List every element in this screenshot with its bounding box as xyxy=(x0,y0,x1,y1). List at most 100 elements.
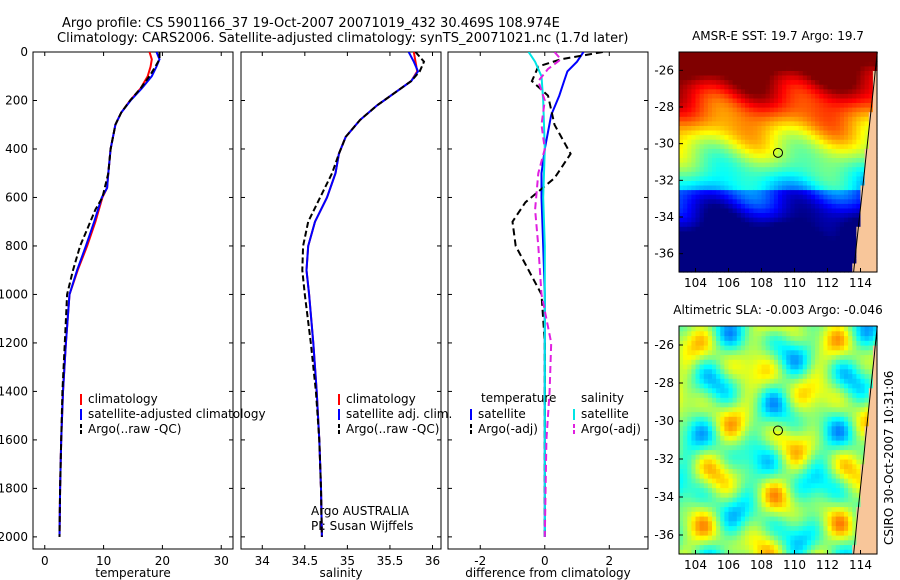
map-cell xyxy=(728,120,734,126)
map-cell xyxy=(683,212,688,218)
map-cell xyxy=(823,65,829,71)
map-cell xyxy=(823,459,829,465)
map-cell xyxy=(823,425,829,432)
map-cell xyxy=(823,378,829,384)
map-cell xyxy=(819,520,824,527)
map-cell xyxy=(736,340,742,346)
map-cell xyxy=(806,74,812,81)
map-cell xyxy=(811,129,816,136)
map-cell xyxy=(761,102,767,108)
map-cell xyxy=(765,111,771,117)
map-cell xyxy=(749,143,754,149)
map-cell xyxy=(806,116,812,122)
map-cell xyxy=(778,139,783,145)
map-cell xyxy=(848,249,853,255)
map-cell xyxy=(761,397,767,403)
map-cell xyxy=(860,267,866,273)
map-cell xyxy=(798,425,804,432)
salinity-xtick-label: 35 xyxy=(340,554,355,568)
map-cell xyxy=(740,378,746,384)
map-cell xyxy=(769,226,775,232)
map-cell xyxy=(782,473,787,479)
map-cell xyxy=(691,97,697,103)
map-cell xyxy=(778,162,783,168)
map-cell xyxy=(782,107,787,113)
map-cell xyxy=(782,516,787,522)
map-cell xyxy=(712,416,717,422)
map-cell xyxy=(732,93,738,99)
map-cell xyxy=(732,487,738,493)
map-cell xyxy=(839,93,845,99)
map-cell xyxy=(831,217,837,223)
map-cell xyxy=(852,387,857,394)
map-cell xyxy=(839,267,845,273)
map-cell xyxy=(757,148,763,154)
map-cell xyxy=(728,166,734,172)
map-cell xyxy=(683,52,688,58)
map-cell xyxy=(848,79,853,85)
map-cell xyxy=(683,207,688,213)
map-cell xyxy=(683,65,688,71)
map-cell xyxy=(806,530,812,536)
map-cell xyxy=(839,221,845,227)
map-cell xyxy=(687,454,692,460)
temperature-xtick-label: 0 xyxy=(41,554,49,568)
map-cell xyxy=(679,335,684,341)
map-cell xyxy=(707,463,713,470)
map-cell xyxy=(732,175,738,181)
map-cell xyxy=(790,392,796,398)
map-cell xyxy=(811,506,816,512)
difference-series-line xyxy=(534,52,563,537)
map-cell xyxy=(679,406,684,413)
map-cell xyxy=(852,152,857,158)
map-cell xyxy=(819,226,824,232)
map-cell xyxy=(872,125,878,131)
map-cell xyxy=(802,525,808,531)
map-cell xyxy=(753,530,758,536)
map-cell xyxy=(753,340,758,346)
map-cell xyxy=(872,506,878,512)
map-cell xyxy=(782,359,787,365)
map-cell xyxy=(823,93,829,99)
map-cell xyxy=(745,65,750,71)
map-cell xyxy=(819,162,824,168)
map-cell xyxy=(687,65,692,71)
map-cell xyxy=(860,84,866,90)
map-cell xyxy=(691,65,697,71)
map-cell xyxy=(831,93,837,99)
map-cell xyxy=(786,482,791,489)
map-cell xyxy=(745,239,750,246)
map-cell xyxy=(802,244,808,250)
map-cell xyxy=(757,116,763,122)
map-cell xyxy=(852,111,857,117)
map-cell xyxy=(679,530,684,536)
map-cell xyxy=(765,330,771,337)
map-cell xyxy=(720,383,725,389)
map-cell xyxy=(806,217,812,223)
map-cell xyxy=(794,468,800,474)
map-cell xyxy=(827,525,833,531)
map-cell xyxy=(695,430,701,436)
map-cell xyxy=(773,539,779,546)
map-cell xyxy=(848,520,853,527)
map-cell xyxy=(782,152,787,158)
map-cell xyxy=(749,383,754,389)
map-cell xyxy=(732,79,738,85)
map-cell xyxy=(815,364,820,370)
map-cell xyxy=(716,349,721,356)
map-cell xyxy=(819,212,824,218)
map-cell xyxy=(732,198,738,204)
map-cell xyxy=(679,383,684,389)
map-cell xyxy=(740,463,746,470)
map-cell xyxy=(691,359,697,365)
map-cell xyxy=(782,166,787,172)
map-cell xyxy=(790,111,796,117)
map-cell xyxy=(872,425,878,432)
map-cell xyxy=(749,84,754,90)
map-ytick-label: -28 xyxy=(654,100,674,114)
map-cell xyxy=(811,226,816,232)
map-cell xyxy=(782,497,787,503)
map-cell xyxy=(757,102,763,108)
map-cell xyxy=(860,383,866,389)
map-cell xyxy=(835,516,841,522)
